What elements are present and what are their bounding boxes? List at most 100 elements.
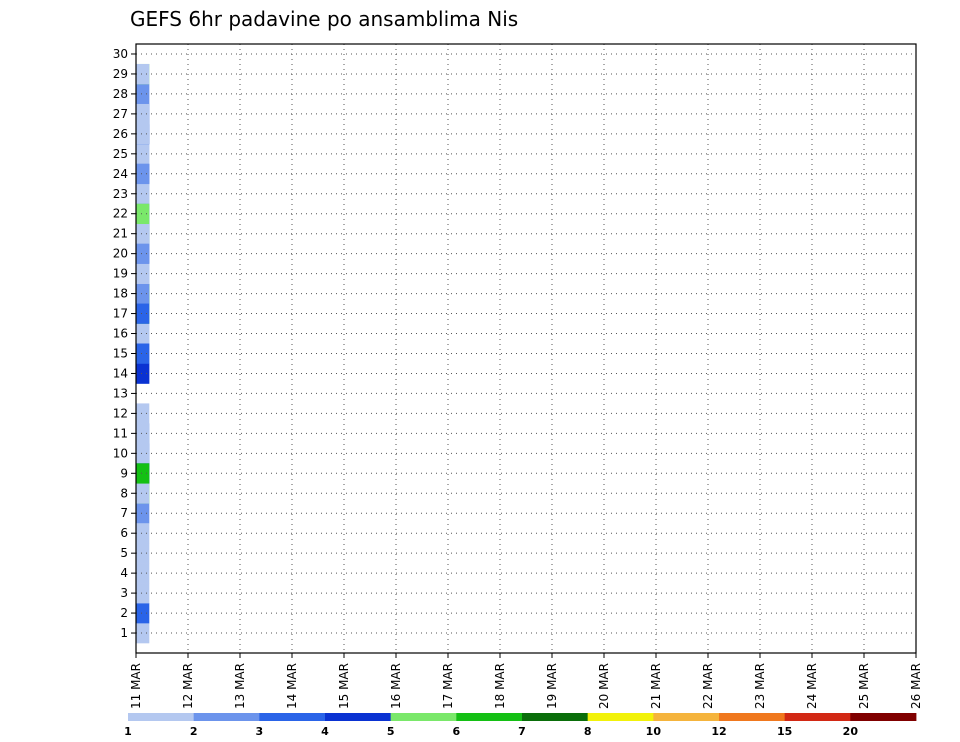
heatmap-cell [136, 403, 150, 424]
y-tick-label: 7 [120, 506, 128, 520]
x-tick-label: 23 MAR [753, 663, 767, 709]
colorbar-swatch [850, 713, 917, 721]
y-tick-label: 5 [120, 546, 128, 560]
colorbar-label: 4 [321, 725, 329, 738]
x-tick-label: 22 MAR [701, 663, 715, 709]
heatmap-cell [136, 63, 150, 85]
colorbar-label: 12 [711, 725, 726, 738]
x-tick-label: 12 MAR [181, 663, 195, 709]
x-tick-label: 21 MAR [649, 663, 663, 709]
y-tick-label: 24 [113, 167, 128, 181]
y-tick-label: 27 [113, 107, 128, 121]
y-tick-label: 17 [113, 307, 128, 321]
heatmap-cell [136, 583, 150, 604]
heatmap-cell [136, 323, 150, 344]
heatmap-cell [136, 223, 150, 244]
heatmap-cell [136, 463, 150, 484]
colorbar-label: 2 [190, 725, 198, 738]
heatmap-cell [136, 283, 150, 304]
y-tick-label: 9 [120, 466, 128, 480]
x-tick-label: 25 MAR [857, 663, 871, 709]
y-tick-label: 12 [113, 406, 128, 420]
heatmap-cell [136, 563, 150, 584]
heatmap-cell [136, 163, 150, 185]
y-tick-label: 28 [113, 87, 128, 101]
colorbar-label: 3 [256, 725, 264, 738]
colorbar-label: 7 [518, 725, 526, 738]
heatmap-cell [136, 543, 150, 564]
x-tick-label: 15 MAR [337, 663, 351, 709]
y-tick-label: 23 [113, 187, 128, 201]
x-tick-label: 24 MAR [805, 663, 819, 709]
y-tick-label: 18 [113, 287, 128, 301]
heatmap-cell [136, 503, 150, 524]
colorbar-swatch [719, 713, 786, 721]
heatmap-cell [136, 103, 150, 125]
heatmap-cell [136, 263, 150, 284]
colorbar-swatch [522, 713, 589, 721]
y-tick-label: 29 [113, 67, 128, 81]
y-tick-label: 6 [120, 526, 128, 540]
x-tick-label: 20 MAR [597, 663, 611, 709]
y-tick-label: 15 [113, 346, 128, 360]
heatmap-cell [136, 623, 150, 644]
x-tick-label: 26 MAR [909, 663, 923, 709]
y-tick-label: 3 [120, 586, 128, 600]
y-tick-label: 13 [113, 386, 128, 400]
y-tick-label: 14 [113, 366, 128, 380]
y-tick-label: 21 [113, 227, 128, 241]
grid-lines [136, 44, 916, 653]
x-tick-label: 18 MAR [493, 663, 507, 709]
x-axis: 11 MAR 12 MAR 13 MAR 14 MAR 15 MAR 16 MAR 17 M… [129, 653, 923, 709]
colorbar-swatch [193, 713, 260, 721]
y-tick-label: 2 [120, 606, 128, 620]
colorbar-swatch [784, 713, 851, 721]
heatmap-cell [136, 363, 150, 384]
y-tick-label: 26 [113, 127, 128, 141]
y-tick-label: 22 [113, 207, 128, 221]
heatmap-cell [136, 443, 150, 464]
y-tick-label: 25 [113, 147, 128, 161]
x-tick-label: 16 MAR [389, 663, 403, 709]
heatmap-cell [136, 143, 150, 165]
heatmap-cell [136, 183, 150, 205]
colorbar-label: 15 [777, 725, 792, 738]
heatmap-cell [136, 483, 150, 504]
heatmap-cells [136, 63, 150, 644]
colorbar-swatch [325, 713, 392, 721]
heatmap-cell [136, 83, 150, 105]
colorbar-swatch [653, 713, 720, 721]
x-tick-label: 17 MAR [441, 663, 455, 709]
y-tick-label: 30 [113, 47, 128, 61]
colorbar-swatch [456, 713, 523, 721]
colorbar-label: 10 [646, 725, 662, 738]
colorbar-label: 5 [387, 725, 395, 738]
heatmap-cell [136, 343, 150, 364]
heatmap-cell [136, 523, 150, 544]
heatmap-cell [136, 603, 150, 624]
heatmap-cell [136, 243, 150, 264]
y-tick-label: 19 [113, 267, 128, 281]
plot-frame [135, 43, 917, 654]
y-tick-label: 11 [113, 426, 128, 440]
colorbar-label: 6 [453, 725, 461, 738]
chart-title: GEFS 6hr padavine po ansamblima Nis [130, 7, 518, 31]
colorbar-label: 1 [124, 725, 132, 738]
y-tick-label: 8 [120, 486, 128, 500]
colorbar-label: 20 [843, 725, 859, 738]
y-tick-label: 10 [113, 446, 128, 460]
x-tick-label: 11 MAR [129, 663, 143, 709]
colorbar-swatch [128, 713, 195, 721]
colorbar-label: 8 [584, 725, 592, 738]
colorbar-swatch [390, 713, 457, 721]
heatmap-cell [136, 423, 150, 444]
heatmap-cell [136, 303, 150, 324]
y-tick-label: 16 [113, 327, 128, 341]
colorbar: 1 2 3 4 5 6 7 8 10 12 15 20 [124, 713, 917, 738]
y-tick-label: 4 [120, 566, 128, 580]
y-tick-label: 1 [120, 626, 128, 640]
colorbar-swatch [259, 713, 326, 721]
colorbar-swatch [587, 713, 654, 721]
y-axis: 1234567891011121314151617181920212223242… [113, 47, 136, 640]
